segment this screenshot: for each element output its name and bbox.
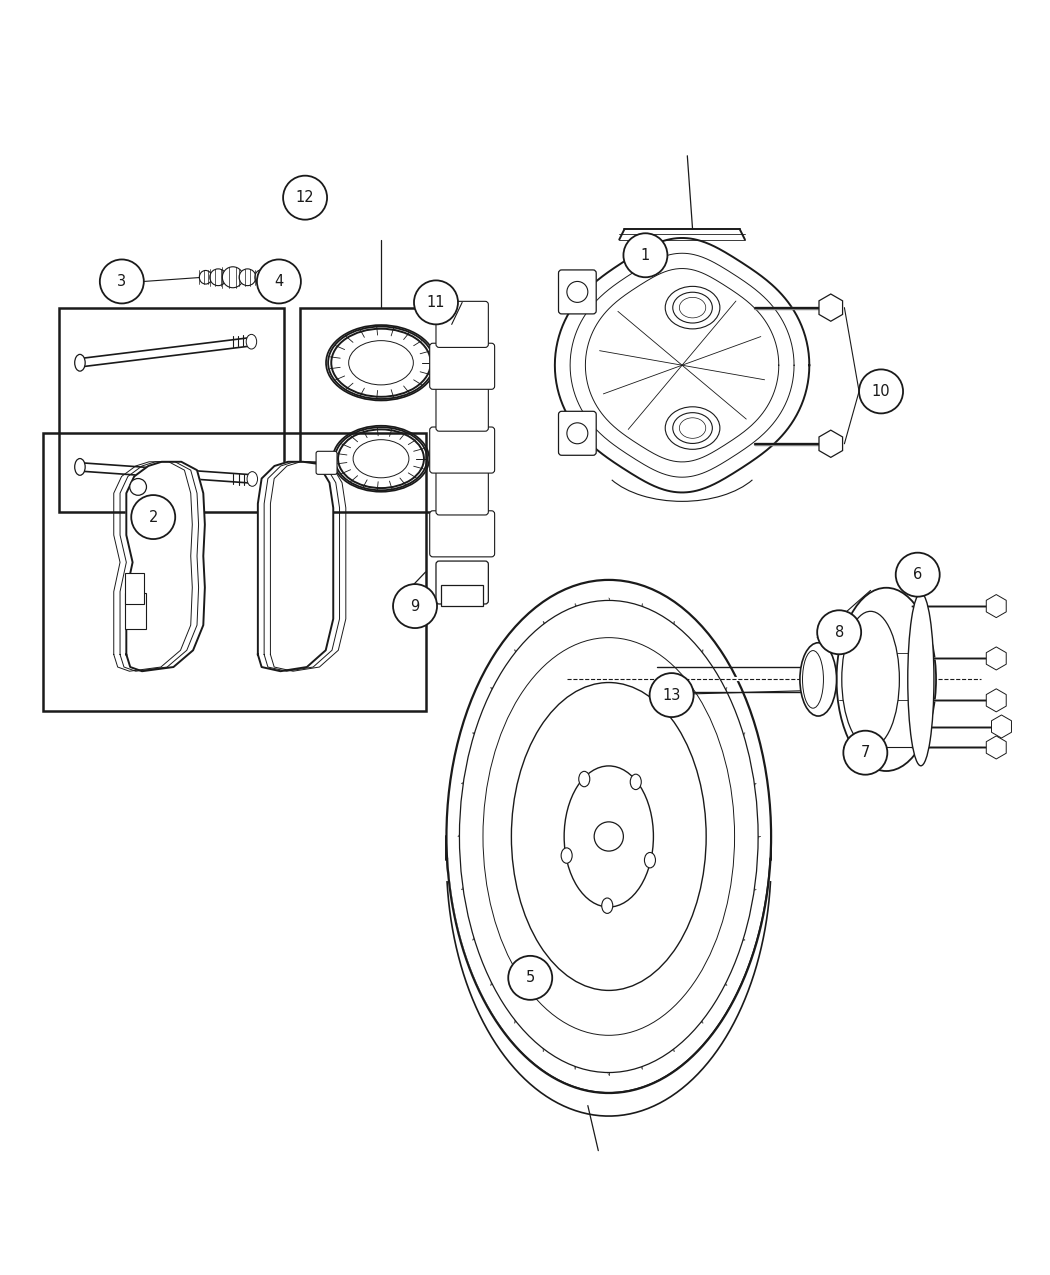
Text: 2: 2 — [148, 510, 158, 524]
Circle shape — [393, 584, 437, 629]
Text: 1: 1 — [640, 247, 650, 263]
Ellipse shape — [210, 269, 227, 286]
FancyBboxPatch shape — [316, 451, 337, 474]
Circle shape — [257, 259, 301, 303]
Circle shape — [843, 731, 887, 775]
FancyBboxPatch shape — [559, 412, 596, 455]
FancyBboxPatch shape — [436, 469, 488, 515]
Circle shape — [567, 423, 588, 444]
FancyBboxPatch shape — [429, 343, 495, 389]
Bar — [125, 593, 146, 630]
Ellipse shape — [561, 848, 572, 863]
Ellipse shape — [630, 774, 642, 789]
Circle shape — [284, 176, 328, 219]
Circle shape — [594, 822, 624, 852]
Text: 5: 5 — [526, 970, 534, 986]
Ellipse shape — [255, 270, 268, 284]
FancyBboxPatch shape — [559, 270, 596, 314]
Circle shape — [817, 611, 861, 654]
FancyBboxPatch shape — [429, 511, 495, 557]
Ellipse shape — [645, 853, 655, 868]
Circle shape — [414, 280, 458, 324]
Ellipse shape — [200, 270, 212, 284]
Ellipse shape — [239, 269, 256, 286]
Polygon shape — [258, 462, 333, 671]
FancyBboxPatch shape — [436, 301, 488, 347]
Ellipse shape — [511, 682, 707, 991]
Text: 9: 9 — [411, 598, 420, 613]
Ellipse shape — [837, 588, 936, 771]
Ellipse shape — [246, 334, 256, 349]
Bar — [300, 307, 462, 511]
Text: 6: 6 — [914, 567, 922, 583]
Ellipse shape — [842, 611, 900, 747]
Text: 7: 7 — [861, 745, 870, 760]
Circle shape — [508, 956, 552, 1000]
Bar — [59, 307, 285, 511]
Ellipse shape — [446, 580, 771, 1093]
Ellipse shape — [460, 601, 758, 1072]
Circle shape — [624, 233, 668, 277]
Ellipse shape — [908, 593, 933, 766]
Text: 8: 8 — [835, 625, 844, 640]
Ellipse shape — [579, 771, 590, 787]
Text: 13: 13 — [663, 687, 680, 703]
FancyBboxPatch shape — [429, 427, 495, 473]
Circle shape — [859, 370, 903, 413]
Circle shape — [650, 673, 694, 717]
Text: 11: 11 — [426, 295, 445, 310]
Circle shape — [896, 552, 940, 597]
Text: 3: 3 — [118, 274, 126, 289]
Polygon shape — [126, 462, 205, 671]
Text: 4: 4 — [274, 274, 284, 289]
Circle shape — [100, 259, 144, 303]
Ellipse shape — [75, 459, 85, 476]
Circle shape — [130, 478, 147, 495]
Text: 10: 10 — [872, 384, 890, 399]
FancyBboxPatch shape — [436, 561, 488, 604]
Bar — [125, 572, 144, 604]
Ellipse shape — [602, 898, 613, 913]
Polygon shape — [554, 238, 810, 492]
FancyBboxPatch shape — [436, 385, 488, 431]
Ellipse shape — [247, 472, 257, 486]
Ellipse shape — [75, 354, 85, 371]
Circle shape — [567, 282, 588, 302]
Text: 12: 12 — [296, 190, 314, 205]
Ellipse shape — [800, 643, 837, 717]
Bar — [43, 434, 425, 710]
Circle shape — [131, 495, 175, 539]
Ellipse shape — [564, 766, 653, 907]
Bar — [441, 585, 483, 606]
Ellipse shape — [223, 266, 244, 288]
